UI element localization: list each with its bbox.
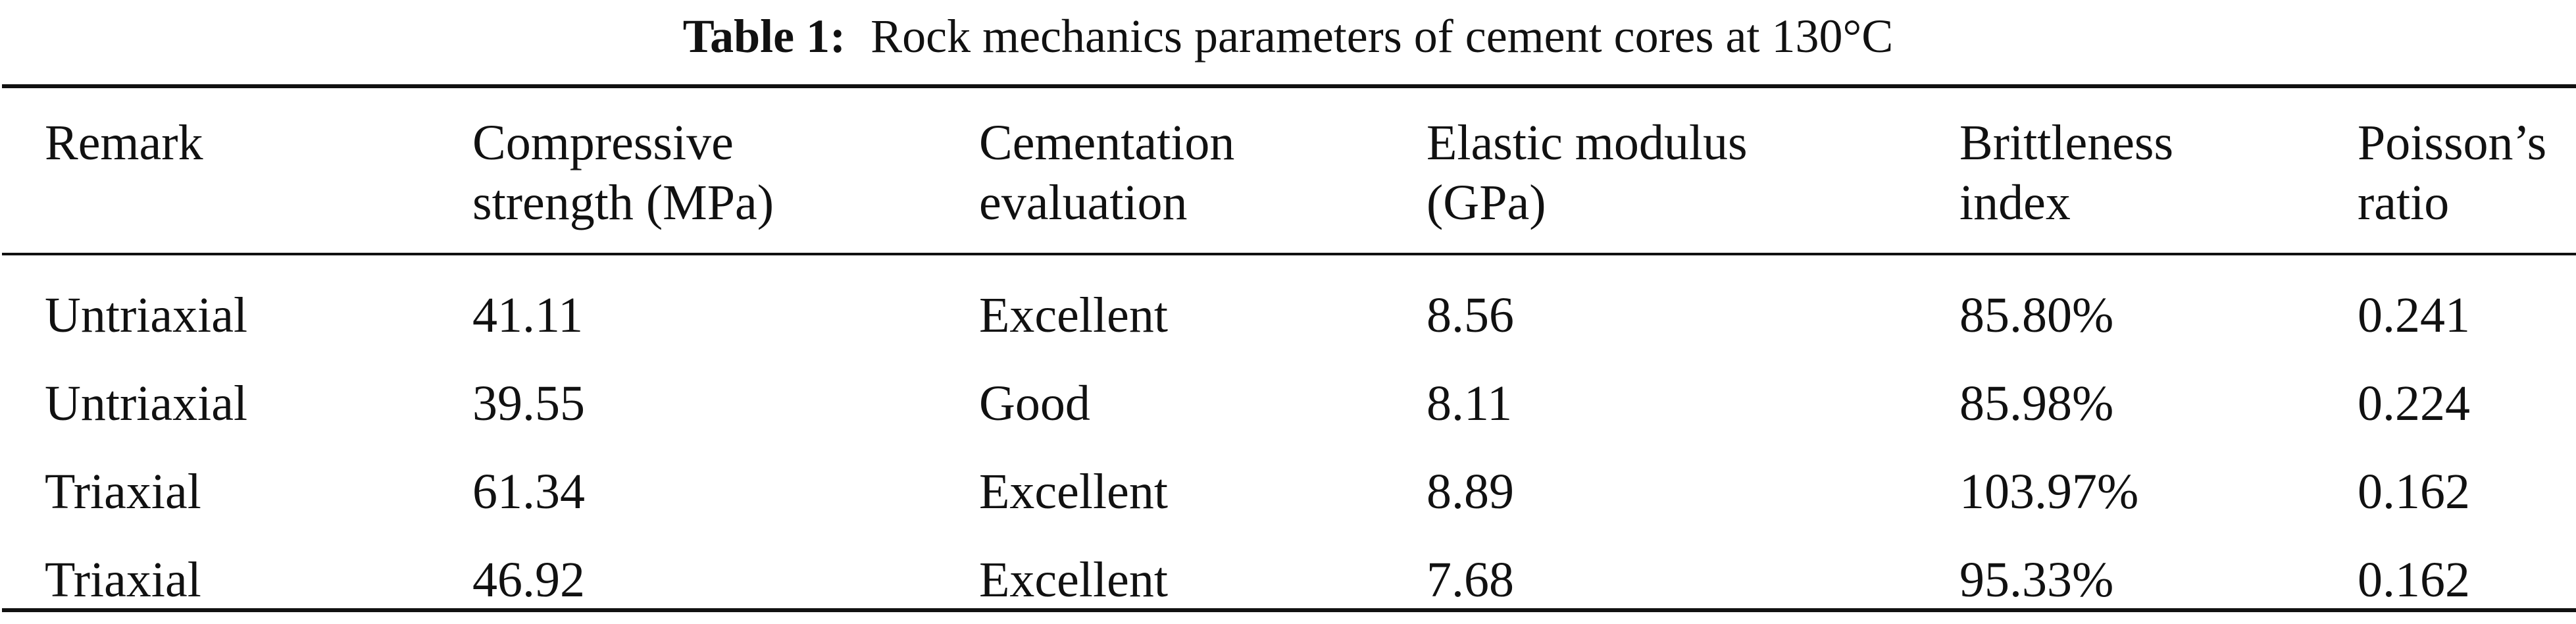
header-line: Elastic modulus bbox=[1427, 115, 1748, 170]
cell-cementation-evaluation: Good bbox=[979, 376, 1090, 431]
table-row: Untriaxial 39.55 Good 8.11 85.98% 0.224 bbox=[0, 359, 2576, 448]
cell-compressive-strength: 41.11 bbox=[472, 288, 584, 343]
cell-poissons-ratio: 0.162 bbox=[2358, 552, 2470, 608]
table-row: Triaxial 46.92 Excellent 7.68 95.33% 0.1… bbox=[0, 536, 2576, 624]
bottom-rule bbox=[2, 608, 2576, 612]
header-line: strength (MPa) bbox=[472, 175, 774, 230]
column-header-cementation-evaluation: Cementation evaluation bbox=[934, 88, 1382, 253]
cell-cementation-evaluation: Excellent bbox=[979, 552, 1168, 608]
column-header-brittleness-index: Brittleness index bbox=[1915, 88, 2313, 253]
cell-brittleness-index: 85.80% bbox=[1959, 288, 2114, 343]
header-line: ratio bbox=[2358, 175, 2450, 230]
cell-elastic-modulus: 8.11 bbox=[1427, 376, 1513, 431]
cell-remark: Triaxial bbox=[45, 552, 201, 608]
column-header-remark: Remark bbox=[0, 88, 428, 253]
table-row: Untriaxial 41.11 Excellent 8.56 85.80% 0… bbox=[0, 253, 2576, 359]
header-line: Cementation bbox=[979, 115, 1235, 170]
table-number: Table 1: bbox=[682, 10, 846, 63]
top-rule bbox=[2, 84, 2576, 88]
header-line: (GPa) bbox=[1427, 175, 1546, 230]
cell-poissons-ratio: 0.224 bbox=[2358, 376, 2470, 431]
cell-elastic-modulus: 7.68 bbox=[1427, 552, 1514, 608]
cell-brittleness-index: 95.33% bbox=[1959, 552, 2114, 608]
cell-brittleness-index: 85.98% bbox=[1959, 376, 2114, 431]
cell-elastic-modulus: 8.56 bbox=[1427, 288, 1514, 343]
table-row: Triaxial 61.34 Excellent 8.89 103.97% 0.… bbox=[0, 448, 2576, 536]
cell-poissons-ratio: 0.162 bbox=[2358, 464, 2470, 519]
header-line: evaluation bbox=[979, 175, 1188, 230]
cell-cementation-evaluation: Excellent bbox=[979, 288, 1168, 343]
cell-remark: Untriaxial bbox=[45, 288, 248, 343]
cell-compressive-strength: 61.34 bbox=[472, 464, 585, 519]
column-header-elastic-modulus: Elastic modulus (GPa) bbox=[1382, 88, 1915, 253]
header-line: Poisson’s bbox=[2358, 115, 2547, 170]
table-caption: Table 1: Rock mechanics parameters of cem… bbox=[0, 0, 2576, 72]
header-line: index bbox=[1959, 175, 2071, 230]
data-table: Remark Compressive strength (MPa) Cement… bbox=[0, 88, 2576, 624]
table-title: Rock mechanics parameters of cement core… bbox=[871, 10, 1894, 63]
header-row: Remark Compressive strength (MPa) Cement… bbox=[0, 88, 2576, 253]
header-line: Compressive bbox=[472, 115, 734, 170]
column-header-poissons-ratio: Poisson’s ratio bbox=[2313, 88, 2576, 253]
cell-compressive-strength: 39.55 bbox=[472, 376, 585, 431]
cell-remark: Untriaxial bbox=[45, 376, 248, 431]
header-rule bbox=[2, 253, 2576, 255]
cell-elastic-modulus: 8.89 bbox=[1427, 464, 1514, 519]
header-line: Brittleness bbox=[1959, 115, 2174, 170]
cell-remark: Triaxial bbox=[45, 464, 201, 519]
cell-poissons-ratio: 0.241 bbox=[2358, 288, 2470, 343]
cell-compressive-strength: 46.92 bbox=[472, 552, 585, 608]
column-header-compressive-strength: Compressive strength (MPa) bbox=[428, 88, 934, 253]
header-line: Remark bbox=[45, 115, 203, 170]
cell-cementation-evaluation: Excellent bbox=[979, 464, 1168, 519]
cell-brittleness-index: 103.97% bbox=[1959, 464, 2139, 519]
